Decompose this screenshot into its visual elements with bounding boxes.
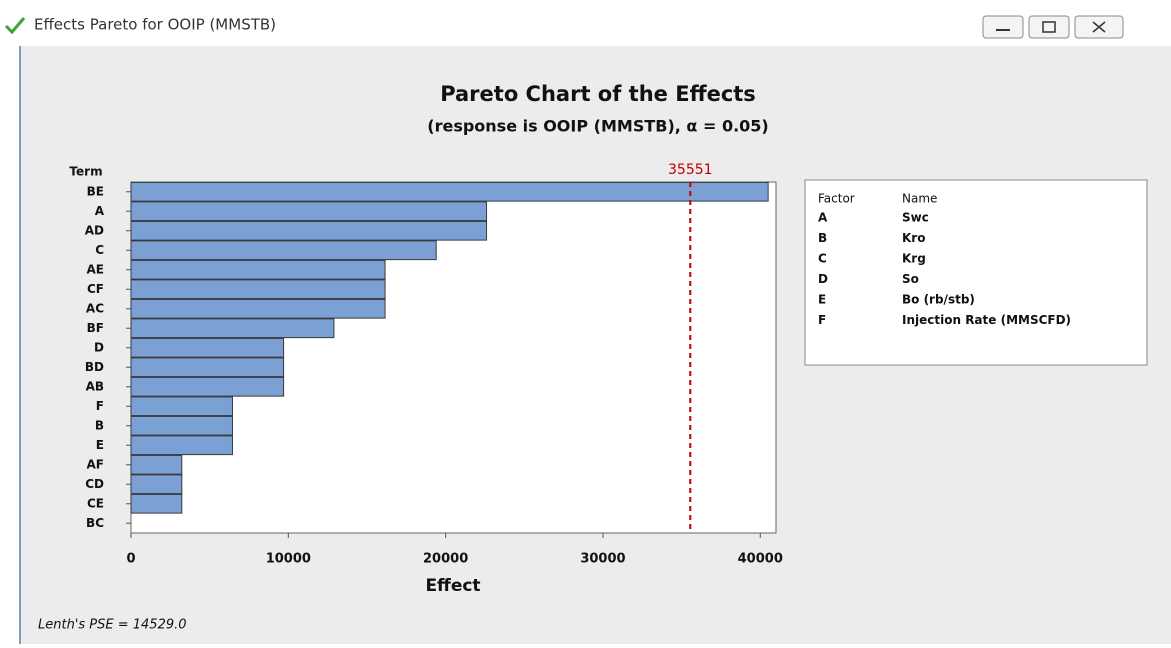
bar	[130, 454, 183, 475]
table-cell: Injection Rate (MMSCFD)	[902, 313, 1071, 327]
y-tick-label: D	[94, 340, 104, 354]
maximize-icon	[1042, 21, 1056, 33]
y-tick-label: E	[96, 438, 104, 452]
x-tick-label: 30000	[580, 552, 625, 567]
table-cell: E	[818, 293, 826, 307]
table-cell: So	[902, 272, 919, 286]
title-bar	[0, 0, 1171, 46]
bar	[130, 259, 386, 280]
chart-title: Pareto Chart of the Effects	[440, 82, 756, 106]
bar	[130, 396, 233, 417]
bar	[130, 474, 183, 495]
table-cell: D	[818, 272, 828, 286]
bar	[130, 357, 285, 378]
maximize-button[interactable]	[1028, 15, 1070, 39]
y-axis-label: Term	[69, 165, 102, 179]
annotation: Lenth's PSE = 14529.0	[38, 618, 187, 633]
y-tick-label: AC	[86, 301, 104, 315]
window-title: Effects Pareto for OOIP (MMSTB)	[34, 16, 276, 34]
y-tick-label: A	[95, 204, 105, 218]
y-tick-label: BF	[87, 321, 104, 335]
x-tick-label: 20000	[423, 552, 468, 567]
y-tick-label: AE	[87, 262, 104, 276]
y-tick-label: AF	[87, 457, 104, 471]
minimize-button[interactable]	[982, 15, 1024, 39]
table-header: Factor	[818, 192, 855, 206]
close-icon	[1092, 21, 1106, 33]
bar	[130, 376, 285, 397]
check-icon	[4, 17, 26, 35]
y-tick-label: AD	[85, 223, 104, 237]
x-tick-label: 10000	[266, 552, 311, 567]
y-tick-label: BC	[86, 516, 104, 530]
table-cell: B	[818, 231, 827, 245]
y-tick-label: F	[96, 399, 104, 413]
table-cell: Bo (rb/stb)	[902, 293, 975, 307]
reference-label: 35551	[668, 162, 713, 178]
table-cell: Swc	[902, 211, 929, 225]
y-tick-label: AB	[86, 379, 104, 393]
table-cell: C	[818, 252, 827, 266]
x-tick-label: 0	[126, 552, 135, 567]
bar	[130, 220, 488, 241]
chart-subtitle: (response is OOIP (MMSTB), α = 0.05)	[427, 117, 768, 136]
bar	[130, 298, 386, 319]
table-cell: Kro	[902, 231, 925, 245]
table-cell: A	[818, 211, 828, 225]
bar	[130, 337, 285, 358]
y-tick-label: BD	[85, 360, 104, 374]
y-tick-label: C	[95, 243, 104, 257]
table-cell: F	[818, 313, 826, 327]
y-tick-label: CE	[87, 496, 104, 510]
bar	[130, 493, 183, 514]
table-header: Name	[902, 192, 937, 206]
x-tick-label: 40000	[738, 552, 783, 567]
bar	[130, 435, 233, 456]
bar	[130, 415, 233, 436]
y-tick-label: B	[95, 418, 104, 432]
bar	[130, 181, 769, 202]
factor-table	[804, 179, 1148, 366]
x-axis-label: Effect	[425, 576, 480, 596]
bar	[130, 201, 488, 222]
bar	[130, 279, 386, 300]
bar	[130, 318, 335, 339]
y-tick-label: BE	[87, 184, 104, 198]
y-tick-label: CD	[85, 477, 104, 491]
bar	[130, 240, 437, 261]
y-tick-label: CF	[87, 282, 104, 296]
table-cell: Krg	[902, 252, 926, 266]
